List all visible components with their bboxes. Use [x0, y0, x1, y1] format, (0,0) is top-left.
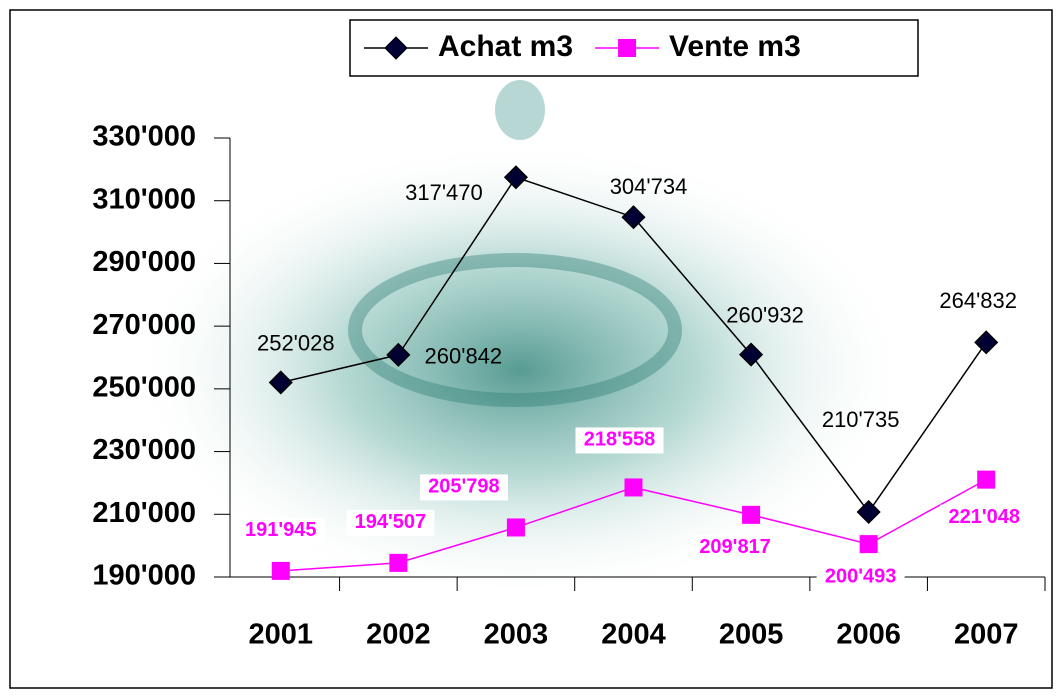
data-label-bg [346, 509, 435, 536]
x-tick-label: 2001 [249, 619, 314, 651]
legend-label: Achat m3 [438, 30, 573, 63]
y-tick-label: 310'000 [92, 183, 196, 215]
legend-label: Vente m3 [669, 30, 801, 63]
x-tick-label: 2005 [719, 619, 784, 651]
y-tick-label: 190'000 [92, 560, 196, 592]
x-tick-label: 2004 [601, 619, 666, 651]
point [742, 505, 761, 524]
data-label-bg [816, 564, 905, 591]
point [268, 370, 293, 395]
data-label: 304'734 [610, 174, 688, 199]
point [739, 342, 764, 367]
x-tick-label: 2006 [836, 619, 901, 651]
y-tick-label: 250'000 [92, 372, 196, 404]
data-label-bg [940, 504, 1029, 531]
x-tick-label: 2007 [954, 619, 1019, 651]
data-label: 191'945 [245, 519, 317, 541]
background-ripple [348, 253, 682, 407]
point [974, 330, 999, 355]
point [386, 342, 411, 367]
data-label: 221'048 [948, 506, 1020, 528]
x-tick-label: 2002 [366, 619, 431, 651]
data-label: 205'798 [428, 476, 500, 498]
point [389, 553, 408, 572]
y-tick-label: 210'000 [92, 497, 196, 529]
data-label: 260'932 [726, 302, 804, 327]
data-label: 194'507 [355, 511, 427, 533]
data-label-bg [236, 517, 325, 544]
data-label: 209'817 [699, 536, 771, 558]
data-label-bg [691, 534, 780, 561]
data-label: 210'735 [822, 407, 900, 432]
point [506, 518, 525, 537]
point [856, 499, 881, 525]
data-label: 252'028 [257, 330, 335, 355]
data-label-bg [575, 427, 664, 454]
legend-marker [384, 36, 408, 60]
legend-marker [618, 39, 637, 57]
point [859, 535, 878, 554]
data-label: 260'842 [425, 344, 503, 369]
point [621, 205, 646, 230]
data-label: 264'832 [939, 288, 1017, 313]
background-image [130, 140, 910, 600]
y-tick-label: 330'000 [92, 121, 196, 153]
data-label: 200'493 [825, 565, 897, 587]
point [271, 561, 290, 580]
data-label: 218'558 [584, 429, 656, 451]
point [503, 165, 528, 190]
point [977, 470, 996, 489]
y-tick-label: 290'000 [92, 246, 196, 278]
y-tick-label: 270'000 [92, 309, 196, 341]
data-label-bg [419, 474, 508, 501]
point [624, 478, 643, 497]
x-tick-label: 2003 [484, 619, 549, 651]
legend: Achat m3 Vente m3 [349, 19, 919, 77]
data-label: 317'470 [405, 180, 483, 205]
background-drop [495, 80, 545, 140]
y-tick-label: 230'000 [92, 434, 196, 466]
